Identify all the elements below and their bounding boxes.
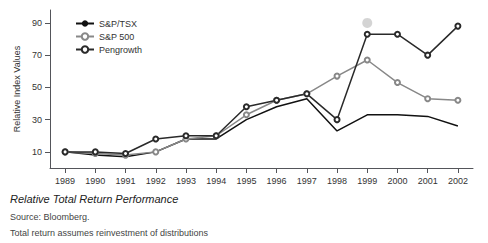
- svg-text:1989: 1989: [55, 176, 75, 186]
- svg-text:1995: 1995: [236, 176, 256, 186]
- svg-text:1998: 1998: [327, 176, 347, 186]
- svg-text:50: 50: [32, 82, 42, 92]
- svg-text:1992: 1992: [146, 176, 166, 186]
- svg-text:30: 30: [32, 115, 42, 125]
- svg-text:Total return assumes reinvestm: Total return assumes reinvestment of dis…: [10, 228, 209, 238]
- svg-text:2002: 2002: [448, 176, 468, 186]
- svg-text:90: 90: [32, 18, 42, 28]
- svg-text:2000: 2000: [387, 176, 407, 186]
- svg-text:S&P/TSX: S&P/TSX: [99, 19, 137, 29]
- svg-text:10: 10: [32, 147, 42, 157]
- svg-text:Relative Total Return Performa: Relative Total Return Performance: [10, 193, 178, 205]
- svg-text:Pengrowth: Pengrowth: [99, 45, 142, 55]
- svg-text:Source: Bloomberg.: Source: Bloomberg.: [10, 212, 90, 222]
- svg-text:1999: 1999: [357, 176, 377, 186]
- svg-text:1993: 1993: [176, 176, 196, 186]
- svg-text:1990: 1990: [85, 176, 105, 186]
- svg-text:Relative Index Values: Relative Index Values: [12, 45, 22, 132]
- svg-text:1991: 1991: [116, 176, 136, 186]
- svg-text:1996: 1996: [267, 176, 287, 186]
- svg-text:2001: 2001: [418, 176, 438, 186]
- svg-text:70: 70: [32, 50, 42, 60]
- svg-text:S&P 500: S&P 500: [99, 32, 134, 42]
- svg-text:1997: 1997: [297, 176, 317, 186]
- svg-text:1994: 1994: [206, 176, 226, 186]
